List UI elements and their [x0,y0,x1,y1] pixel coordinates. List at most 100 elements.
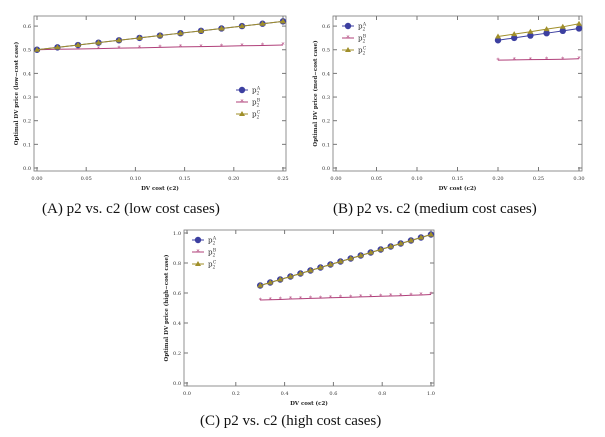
data-point [54,44,61,50]
data-point [345,47,351,52]
data-point [95,39,102,45]
x-tick-label: 0.05 [371,176,382,182]
legend-label-C: p2C [208,260,217,271]
y-tick-label: 0.6 [322,24,330,30]
y-tick-label: 0.3 [23,95,31,101]
data-point [417,234,424,240]
chart-a: 0.00 0.05 0.10 0.15 0.20 0.25 0.0 0.1 0.2 0.3 0.4 0… [13,15,289,192]
data-point [218,25,225,31]
y-axis-label: Optimal DV price (med−cost case) [312,40,319,147]
x-axis-label: DV cost (c2) [290,400,328,407]
legend-label-A: p2A [358,22,367,33]
x-axis-label: DV cost (c2) [141,185,179,192]
y-tick-label: 0.0 [173,381,181,387]
data-point [337,258,344,264]
series-line-B [260,294,432,301]
data-point [317,264,324,270]
chart-c: 0.0 0.2 0.4 0.6 0.8 1.0 0.0 0.2 0.4 0.6 0.8 1.0 DV c… [163,229,435,407]
data-point [238,23,245,29]
data-point: * [77,46,80,53]
data-point: * [545,57,548,64]
y-axis-label: Optimal DV price (high−cost case) [163,254,170,361]
data-point [195,261,201,266]
data-point [239,111,245,116]
data-point [267,279,274,285]
x-tick-label: 0.20 [228,176,239,182]
data-point: * [241,99,244,106]
y-tick-label: 0.0 [322,166,330,172]
x-tick-label: 0.20 [492,176,503,182]
x-tick-label: 0.15 [452,176,463,182]
y-tick-label: 0.4 [173,321,181,327]
x-tick-label: 0.15 [179,176,190,182]
data-point [257,282,264,288]
legend-label-A: p2A [252,86,261,97]
data-point [511,31,518,37]
y-tick-label: 0.4 [23,71,31,77]
data-point: * [399,293,402,300]
data-point: * [289,296,292,303]
data-point [157,32,163,38]
data-point [287,273,294,279]
data-point [428,231,434,237]
caption-a: (A) p2 vs. c2 (low cost cases) [42,201,220,217]
x-tick-label: 0.00 [31,176,42,182]
y-tick-label: 0.5 [322,48,330,54]
x-tick-label: 0.2 [232,391,240,397]
data-point: * [359,294,362,301]
plot-frame [33,15,287,172]
x-tick-label: 0.30 [573,176,584,182]
data-point: * [138,45,141,52]
data-point [115,37,122,43]
data-point [357,252,364,258]
data-point: * [259,297,262,304]
caption-b: (B) p2 vs. c2 (medium cost cases) [333,201,537,217]
data-point: * [339,295,342,302]
data-point [198,27,205,33]
x-tick-label: 1.0 [427,391,435,397]
data-point [34,46,40,52]
x-tick-label: 0.4 [281,391,289,397]
data-point [136,34,143,40]
data-point [527,32,534,39]
data-point: * [200,44,203,51]
y-axis-label: Optimal DV price (low−cost case) [13,41,20,145]
data-point [575,25,583,32]
legend-label-C: p2C [252,110,261,121]
data-point [511,34,518,42]
data-point [387,243,394,249]
data-point: * [282,42,285,49]
data-point [327,261,334,267]
data-point [543,26,550,32]
data-point: * [430,292,433,299]
data-point: * [349,294,352,301]
x-tick-label: 0.6 [329,391,337,397]
caption-c: (C) p2 vs. c2 (high cost cases) [200,413,382,429]
data-point: * [269,297,272,304]
x-tick-label: 0.10 [411,176,422,182]
data-point [495,33,501,39]
y-tick-label: 0.5 [23,48,31,54]
x-axis-label: DV cost (c2) [439,185,477,192]
x-tick-label: 0.25 [533,176,544,182]
data-point: * [179,44,182,51]
data-point: * [379,294,382,301]
y-tick-label: 0.0 [23,166,31,172]
series-line-C [497,23,580,37]
y-tick-label: 0.2 [23,119,31,125]
data-point: * [369,294,372,301]
y-tick-label: 0.8 [173,261,181,267]
data-point: * [159,45,162,52]
x-tick-label: 0.05 [81,176,92,182]
x-tick-label: 0.10 [130,176,141,182]
data-point [407,237,414,243]
legend-label-B: p2B [252,98,261,109]
data-point: * [578,56,581,63]
series-line-B [36,44,284,51]
data-point [559,27,566,35]
data-point: * [347,35,350,42]
data-point: * [261,43,264,50]
data-point [347,255,354,261]
plot-frame [183,229,435,387]
